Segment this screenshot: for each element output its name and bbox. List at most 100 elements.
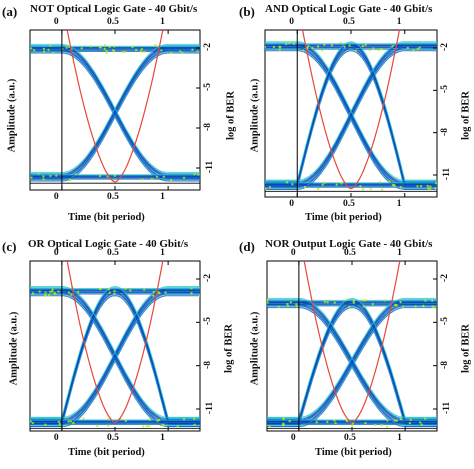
eye-noise-point — [108, 45, 111, 49]
eye-noise-point — [315, 421, 318, 424]
eye-trace — [30, 292, 200, 424]
eye-noise-point — [124, 287, 127, 291]
eye-noise-point — [362, 299, 365, 302]
eye-noise-point — [44, 291, 47, 294]
eye-trace — [30, 295, 200, 428]
y2-tick-label: -8 — [202, 360, 213, 369]
x-tick-label-top: 0.5 — [343, 17, 355, 27]
eye-noise-point — [422, 305, 425, 308]
eye-noise-point — [131, 45, 134, 49]
eye-noise-point — [383, 299, 386, 302]
y2-axis-label: log of BER — [223, 324, 235, 374]
eye-noise-point — [44, 294, 47, 297]
eye-noise-point — [343, 45, 346, 48]
eye-diagram-panel-nor: (d) NOR Output Logic Gate - 40 Gbit/s Ti… — [237, 235, 474, 469]
eye-noise-point — [295, 303, 298, 306]
y2-tick-label: -8 — [439, 127, 450, 136]
eye-noise-point — [323, 181, 326, 184]
eye-noise-point — [99, 46, 102, 49]
eye-noise-point — [80, 47, 83, 50]
x-tick-label-top: 0 — [290, 248, 296, 258]
eye-noise-point — [333, 419, 336, 422]
eye-noise-point — [321, 183, 324, 186]
eye-noise-point — [277, 305, 280, 308]
eye-noise-point — [182, 176, 186, 179]
eye-noise-point — [354, 49, 357, 52]
eye-noise-point — [156, 419, 159, 422]
eye-noise-point — [401, 305, 405, 308]
eye-trace — [265, 49, 437, 189]
eye-noise-point — [74, 173, 78, 176]
eye-noise-point — [291, 183, 294, 186]
eye-noise-point — [380, 424, 384, 427]
eye-trace — [265, 50, 437, 190]
eye-noise-point — [345, 298, 349, 301]
eye-noise-point — [316, 45, 320, 48]
plot-frame — [266, 260, 438, 432]
eye-noise-point — [113, 45, 116, 48]
eye-diagram-plot — [264, 29, 438, 198]
eye-noise-point — [140, 48, 143, 51]
eye-noise-point — [391, 45, 394, 48]
eye-noise-point — [196, 50, 199, 53]
eye-noise-point — [193, 417, 196, 420]
x-axis-label: Time (bit period) — [68, 212, 145, 223]
eye-noise-point — [317, 187, 320, 191]
eye-noise-point — [67, 420, 70, 423]
eye-noise-point — [193, 423, 196, 426]
y2-tick-label: -2 — [439, 274, 450, 282]
eye-noise-point — [311, 47, 314, 50]
eye-noise-point — [158, 291, 161, 295]
eye-noise-point — [107, 288, 111, 291]
x-tick-label-top: 0.5 — [107, 248, 119, 258]
eye-trace — [30, 285, 200, 418]
eye-noise-point — [55, 174, 58, 177]
eye-noise-point — [103, 44, 107, 47]
eye-noise-point — [364, 299, 367, 302]
panel-label: (a) — [2, 4, 18, 19]
eye-noise-point — [147, 424, 151, 428]
eye-noise-point — [69, 420, 73, 423]
eye-noise-point — [292, 42, 295, 45]
eye-noise-point — [42, 47, 46, 51]
y2-tick-label: -2 — [202, 43, 213, 51]
y-axis-label: Amplitude (a.u.) — [249, 78, 261, 153]
eye-noise-point — [143, 288, 146, 291]
x-tick-label-top: 0 — [289, 17, 294, 27]
eye-noise-point — [399, 300, 402, 304]
eye-noise-point — [31, 421, 34, 425]
eye-trace — [267, 298, 437, 419]
eye-trace — [265, 47, 437, 187]
x-tick-label: 1 — [397, 433, 402, 443]
y2-tick-label: -11 — [205, 401, 216, 415]
y-axis-label: Amplitude (a.u.) — [249, 311, 261, 386]
y2-tick-label: -5 — [202, 317, 213, 326]
eye-noise-point — [434, 187, 437, 190]
eye-noise-point — [391, 183, 394, 187]
eye-noise-point — [409, 418, 412, 422]
eye-noise-point — [49, 174, 52, 178]
eye-noise-point — [408, 422, 412, 425]
eye-noise-point — [416, 185, 419, 188]
y2-tick-label: -5 — [202, 83, 213, 91]
eye-noise-point — [31, 292, 35, 295]
eye-noise-point — [340, 182, 343, 185]
eye-noise-point — [326, 420, 329, 424]
eye-trace — [267, 307, 437, 428]
eye-trace — [265, 41, 437, 181]
eye-noise-point — [288, 419, 291, 423]
eye-diagram-plot — [29, 29, 201, 191]
eye-noise-point — [267, 301, 269, 304]
eye-noise-point — [381, 188, 384, 191]
eye-noise-point — [182, 418, 186, 421]
eye-noise-point — [58, 423, 61, 426]
eye-noise-point — [420, 423, 423, 426]
eye-noise-point — [428, 188, 432, 191]
eye-noise-point — [368, 48, 372, 52]
eye-noise-point — [191, 48, 194, 51]
eye-noise-point — [278, 48, 281, 51]
ber-curve — [303, 261, 401, 424]
ber-curve — [66, 30, 164, 183]
eye-noise-point — [113, 290, 116, 293]
eye-noise-point — [124, 50, 127, 53]
